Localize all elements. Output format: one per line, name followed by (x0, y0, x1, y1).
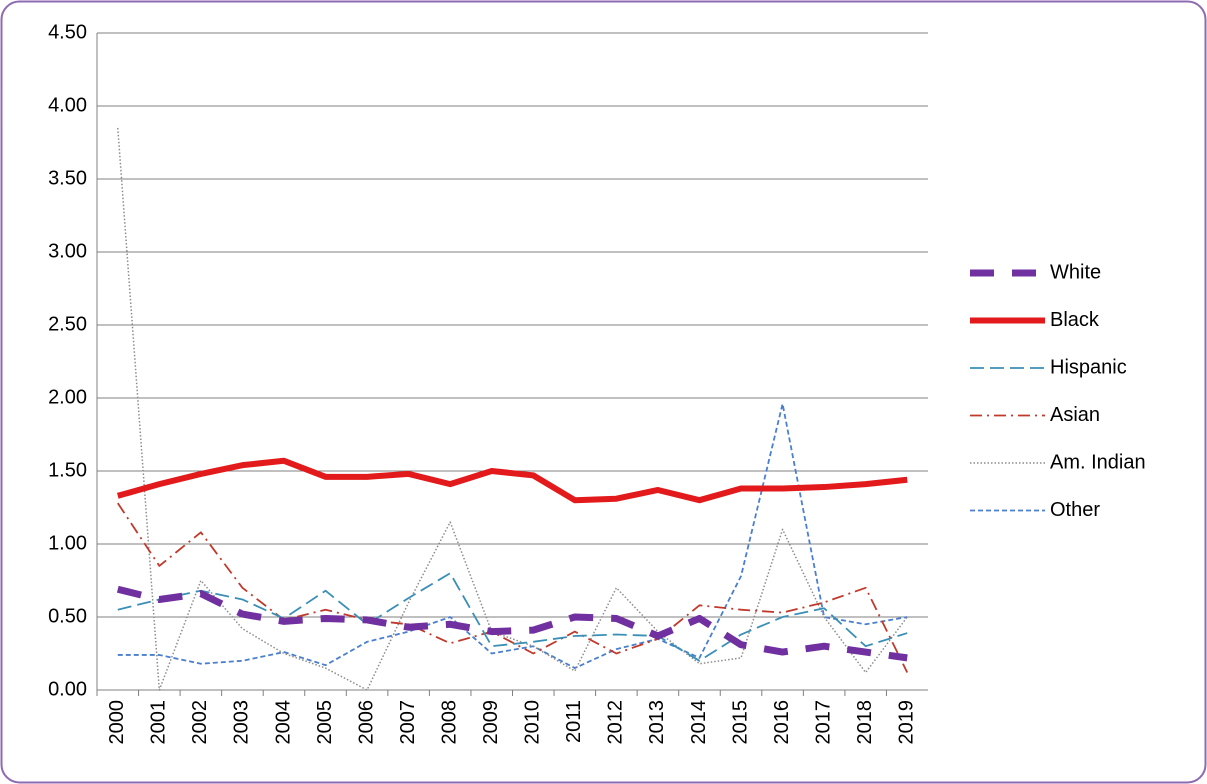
x-tick-label: 2002 (189, 700, 211, 745)
legend-label: Other (1050, 499, 1100, 521)
x-tick-label: 2011 (563, 700, 585, 743)
x-tick-label: 2016 (771, 700, 793, 745)
x-tick-label: 2006 (355, 700, 377, 745)
legend-label: Black (1050, 309, 1100, 331)
x-tick-label: 2000 (106, 700, 128, 745)
x-tick-label: 2013 (646, 700, 668, 745)
y-tick-label: 4.50 (48, 21, 87, 43)
x-tick-label: 2012 (605, 700, 627, 745)
x-tick-label: 2010 (522, 700, 544, 745)
y-tick-label: 1.50 (48, 459, 87, 481)
y-tick-label: 3.50 (48, 167, 87, 189)
legend-label: White (1050, 261, 1101, 283)
series-line (117, 402, 908, 669)
series-line (117, 572, 908, 662)
series-line (116, 457, 908, 504)
x-tick-label: 2018 (854, 700, 876, 745)
y-tick-label: 2.50 (48, 313, 87, 335)
y-tick-label: 4.00 (48, 94, 87, 116)
x-tick-label: 2009 (480, 700, 502, 745)
legend-label: Am. Indian (1050, 451, 1146, 473)
series-line (117, 502, 909, 673)
series-line (116, 585, 908, 662)
y-tick-label: 0.00 (48, 678, 87, 700)
x-tick-label: 2017 (812, 700, 834, 745)
x-tick-label: 2004 (272, 700, 294, 745)
y-tick-label: 0.50 (48, 605, 87, 627)
x-tick-label: 2014 (688, 700, 710, 745)
x-tick-label: 2015 (729, 700, 751, 745)
x-tick-label: 2007 (397, 700, 419, 745)
y-tick-label: 2.00 (48, 386, 87, 408)
legend-label: Asian (1050, 404, 1100, 426)
x-tick-label: 2003 (231, 700, 253, 745)
legend-label: Hispanic (1050, 356, 1127, 378)
y-tick-label: 3.00 (48, 240, 87, 262)
x-tick-label: 2001 (148, 700, 170, 745)
y-tick-label: 1.00 (48, 532, 87, 554)
x-tick-label: 2005 (314, 700, 336, 745)
x-tick-label: 2019 (896, 700, 918, 745)
x-tick-label: 2008 (438, 700, 460, 745)
